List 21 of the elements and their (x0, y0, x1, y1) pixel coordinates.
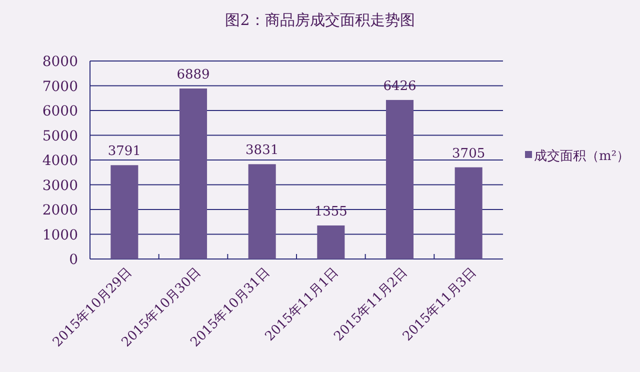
data-label: 3791 (108, 144, 141, 160)
y-tick-label: 0 (69, 252, 78, 268)
y-tick-label: 5000 (42, 128, 78, 144)
bar (317, 225, 345, 259)
bar (179, 88, 208, 259)
y-tick-label: 3000 (42, 178, 78, 194)
legend-label: 成交面积（m²） (534, 148, 630, 164)
chart-title: 图2：商品房成交面积走势图 (225, 11, 415, 29)
bar (248, 164, 276, 259)
bar (110, 165, 138, 259)
y-tick-label: 8000 (42, 54, 78, 70)
y-tick-label: 1000 (42, 227, 78, 244)
data-label: 3831 (246, 143, 279, 158)
y-tick-label: 4000 (42, 153, 78, 169)
y-tick-label: 2000 (42, 202, 78, 218)
y-tick-label: 6000 (42, 104, 78, 120)
bar (386, 100, 414, 259)
y-tick-label: 7000 (42, 78, 78, 95)
data-label: 6889 (176, 67, 210, 82)
bar (454, 167, 482, 259)
data-label: 3705 (452, 146, 486, 162)
